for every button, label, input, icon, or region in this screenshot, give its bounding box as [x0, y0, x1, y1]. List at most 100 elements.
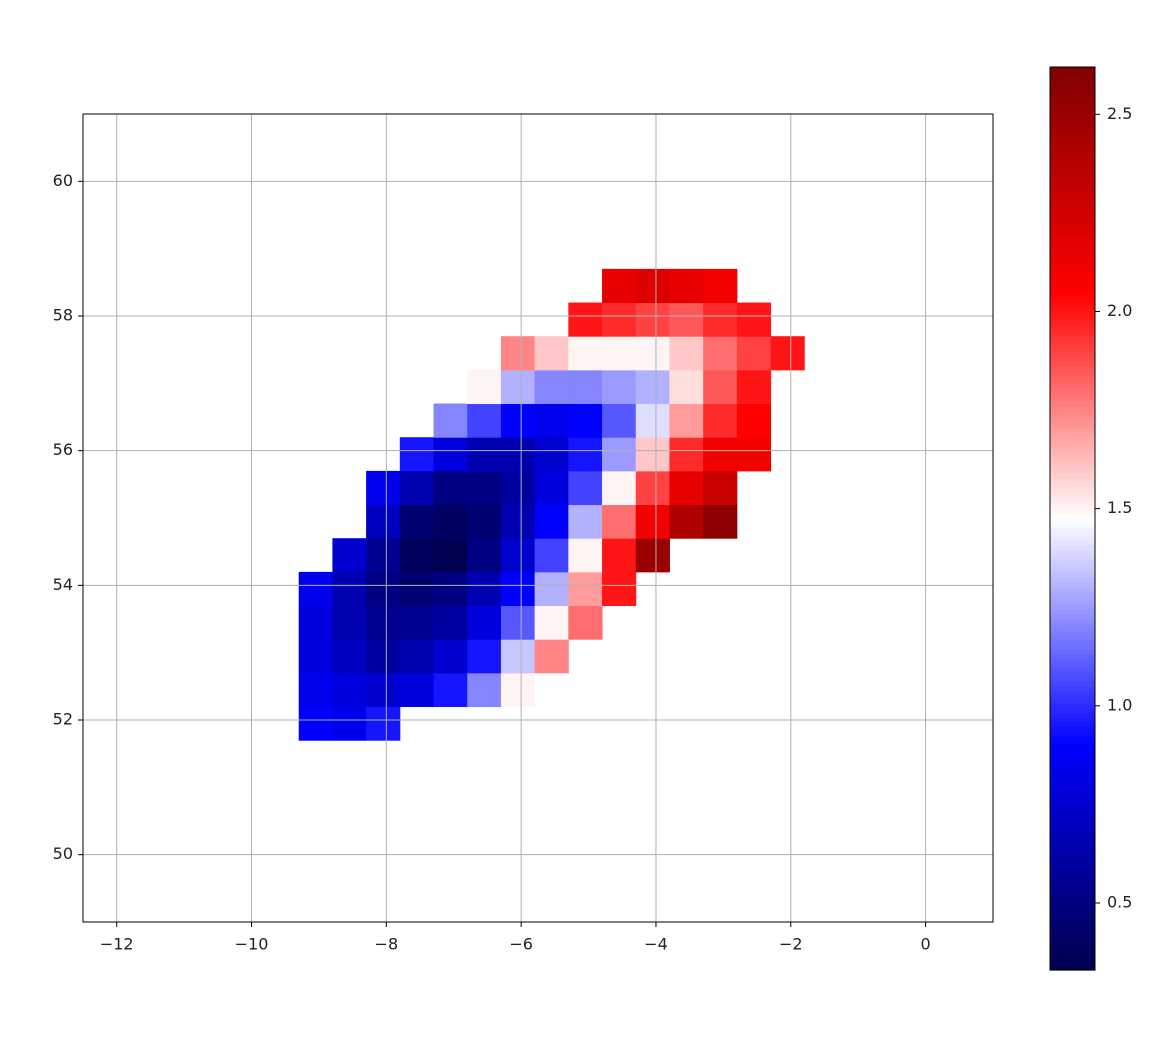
heat-cell — [635, 470, 670, 506]
heat-cell — [602, 437, 637, 472]
colorbar-strip — [1050, 166, 1095, 172]
colorbar-strip — [1050, 337, 1095, 344]
colorbar-strip — [1050, 559, 1095, 565]
heat-cell — [366, 504, 401, 539]
colorbar-strip — [1050, 500, 1095, 506]
colorbar-strip — [1050, 694, 1095, 700]
colorbar-strip — [1050, 459, 1095, 465]
y-tick-label: 58 — [53, 306, 73, 325]
heat-cell — [736, 403, 772, 438]
heat-cell — [568, 504, 603, 539]
colorbar-strip — [1050, 951, 1095, 958]
heat-cell — [332, 605, 367, 640]
colorbar-strip — [1050, 653, 1095, 660]
colorbar-strip — [1050, 374, 1095, 380]
colorbar-strip — [1050, 617, 1095, 623]
colorbar-strip — [1050, 893, 1095, 899]
colorbar-strip — [1050, 288, 1095, 294]
colorbar-strip — [1050, 364, 1095, 371]
colorbar-strip — [1050, 699, 1095, 705]
y-tick-label: 54 — [53, 575, 73, 594]
heat-cell — [366, 706, 401, 741]
heat-cell — [602, 504, 637, 539]
colorbar-strip — [1050, 545, 1095, 551]
colorbar-strip — [1050, 324, 1095, 330]
colorbar-strip — [1050, 947, 1095, 953]
colorbar-strip — [1050, 839, 1095, 845]
colorbar-strip — [1050, 649, 1095, 655]
heat-cell — [703, 437, 738, 472]
colorbar-strip — [1050, 423, 1095, 429]
colorbar-strip — [1050, 197, 1095, 204]
colorbar-strip — [1050, 793, 1095, 800]
heat-cell — [433, 403, 468, 438]
heat-cell — [332, 639, 367, 674]
colorbar-strip — [1050, 279, 1095, 285]
x-tick-label: −12 — [100, 935, 134, 954]
colorbar-strip — [1050, 319, 1095, 325]
heat-cell — [703, 369, 738, 405]
heat-cell — [399, 571, 435, 607]
heat-cell — [433, 672, 468, 708]
colorbar-strip — [1050, 428, 1095, 434]
colorbar-strip — [1050, 527, 1095, 533]
colorbar-strip — [1050, 71, 1095, 77]
heat-cell — [635, 437, 670, 472]
heat-cell — [467, 571, 502, 607]
colorbar-strip — [1050, 383, 1095, 389]
y-tick-label: 60 — [53, 171, 73, 190]
heat-cell — [500, 470, 536, 506]
heat-cell — [467, 470, 502, 506]
heat-cell — [467, 639, 502, 674]
colorbar-strip — [1050, 784, 1095, 790]
heat-cell — [399, 437, 435, 472]
heat-cell — [500, 538, 536, 573]
heat-cell — [568, 605, 603, 640]
heat-cell — [534, 369, 569, 405]
heat-cell — [534, 470, 569, 506]
colorbar-strip — [1050, 703, 1095, 709]
colorbar-tick-label: 0.5 — [1107, 892, 1132, 911]
colorbar-strip — [1050, 256, 1095, 262]
heat-cell — [500, 336, 536, 371]
colorbar-strip — [1050, 103, 1095, 109]
colorbar-strip — [1050, 635, 1095, 642]
colorbar-strip — [1050, 401, 1095, 407]
colorbar-strip — [1050, 297, 1095, 303]
colorbar-strip — [1050, 933, 1095, 939]
colorbar-strip — [1050, 301, 1095, 307]
heat-cell — [298, 672, 333, 708]
colorbar-strip — [1050, 956, 1095, 962]
colorbar-strip — [1050, 523, 1095, 529]
plot-frame — [82, 113, 994, 923]
colorbar-strip — [1050, 414, 1095, 420]
colorbar-strip — [1050, 387, 1095, 393]
colorbar-strip — [1050, 134, 1095, 140]
heat-cell — [366, 605, 401, 640]
heat-cell — [669, 268, 704, 304]
colorbar-strip — [1050, 960, 1095, 967]
colorbar-strip — [1050, 902, 1095, 908]
heat-cell — [399, 639, 435, 674]
colorbar-strip — [1050, 644, 1095, 651]
heat-cell — [669, 369, 704, 405]
heat-cell — [500, 369, 536, 405]
heat-cell — [433, 538, 468, 573]
colorbar-strip — [1050, 98, 1095, 104]
colorbar-strip — [1050, 292, 1095, 298]
heat-cell — [602, 470, 637, 506]
heat-cell — [635, 369, 670, 405]
colorbar-strip — [1050, 599, 1095, 605]
colorbar-strip — [1050, 875, 1095, 881]
heat-cell — [433, 437, 468, 472]
colorbar-strip — [1050, 89, 1095, 95]
colorbar-strip — [1050, 938, 1095, 944]
heat-cell — [602, 538, 637, 573]
heat-cell — [399, 605, 435, 640]
colorbar-strip — [1050, 504, 1095, 511]
heat-cell — [399, 538, 435, 573]
heat-cell — [366, 470, 401, 506]
x-tick-label: −2 — [779, 935, 803, 954]
heat-cell — [703, 336, 738, 371]
heat-cell — [602, 369, 637, 405]
